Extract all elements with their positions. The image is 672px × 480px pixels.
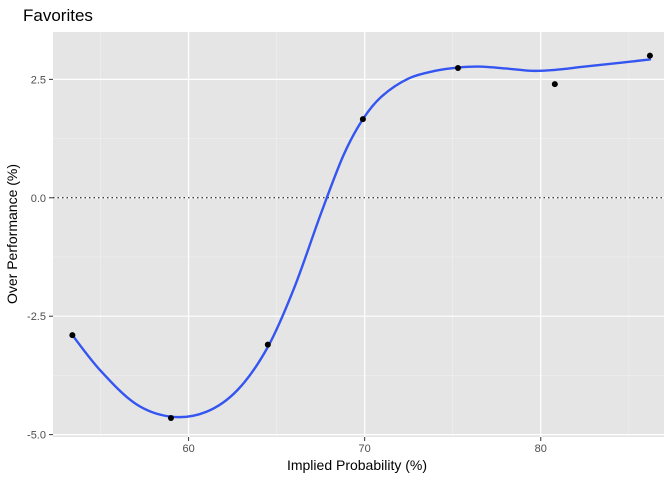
- x-tick-label: 60: [182, 443, 194, 455]
- minor-gridlines: [53, 32, 664, 437]
- y-tick-label: -2.5: [27, 311, 46, 323]
- y-tick-label: -5.0: [27, 430, 46, 442]
- smooth-curve: [71, 58, 652, 419]
- data-points: [69, 52, 653, 422]
- data-point: [264, 341, 271, 348]
- data-point: [646, 52, 653, 59]
- data-point: [69, 332, 76, 339]
- y-tick-label: 2.5: [31, 74, 46, 86]
- x-axis-title: Implied Probability (%): [287, 457, 427, 473]
- y-axis-title: Over Performance (%): [4, 164, 20, 304]
- x-axis-ticks: 60 70 80: [182, 437, 547, 455]
- chart-title: Favorites: [23, 6, 93, 25]
- data-point: [359, 116, 366, 123]
- y-axis-ticks: -5.0 -2.5 0.0 2.5: [27, 74, 53, 442]
- data-point: [167, 415, 174, 422]
- data-point: [551, 81, 558, 88]
- plot-panel: [53, 32, 664, 437]
- smooth-curve-layer: [71, 58, 652, 419]
- x-tick-label: 80: [535, 443, 547, 455]
- data-point: [454, 65, 461, 71]
- y-tick-label: 0.0: [31, 193, 46, 205]
- x-tick-label: 70: [359, 443, 371, 455]
